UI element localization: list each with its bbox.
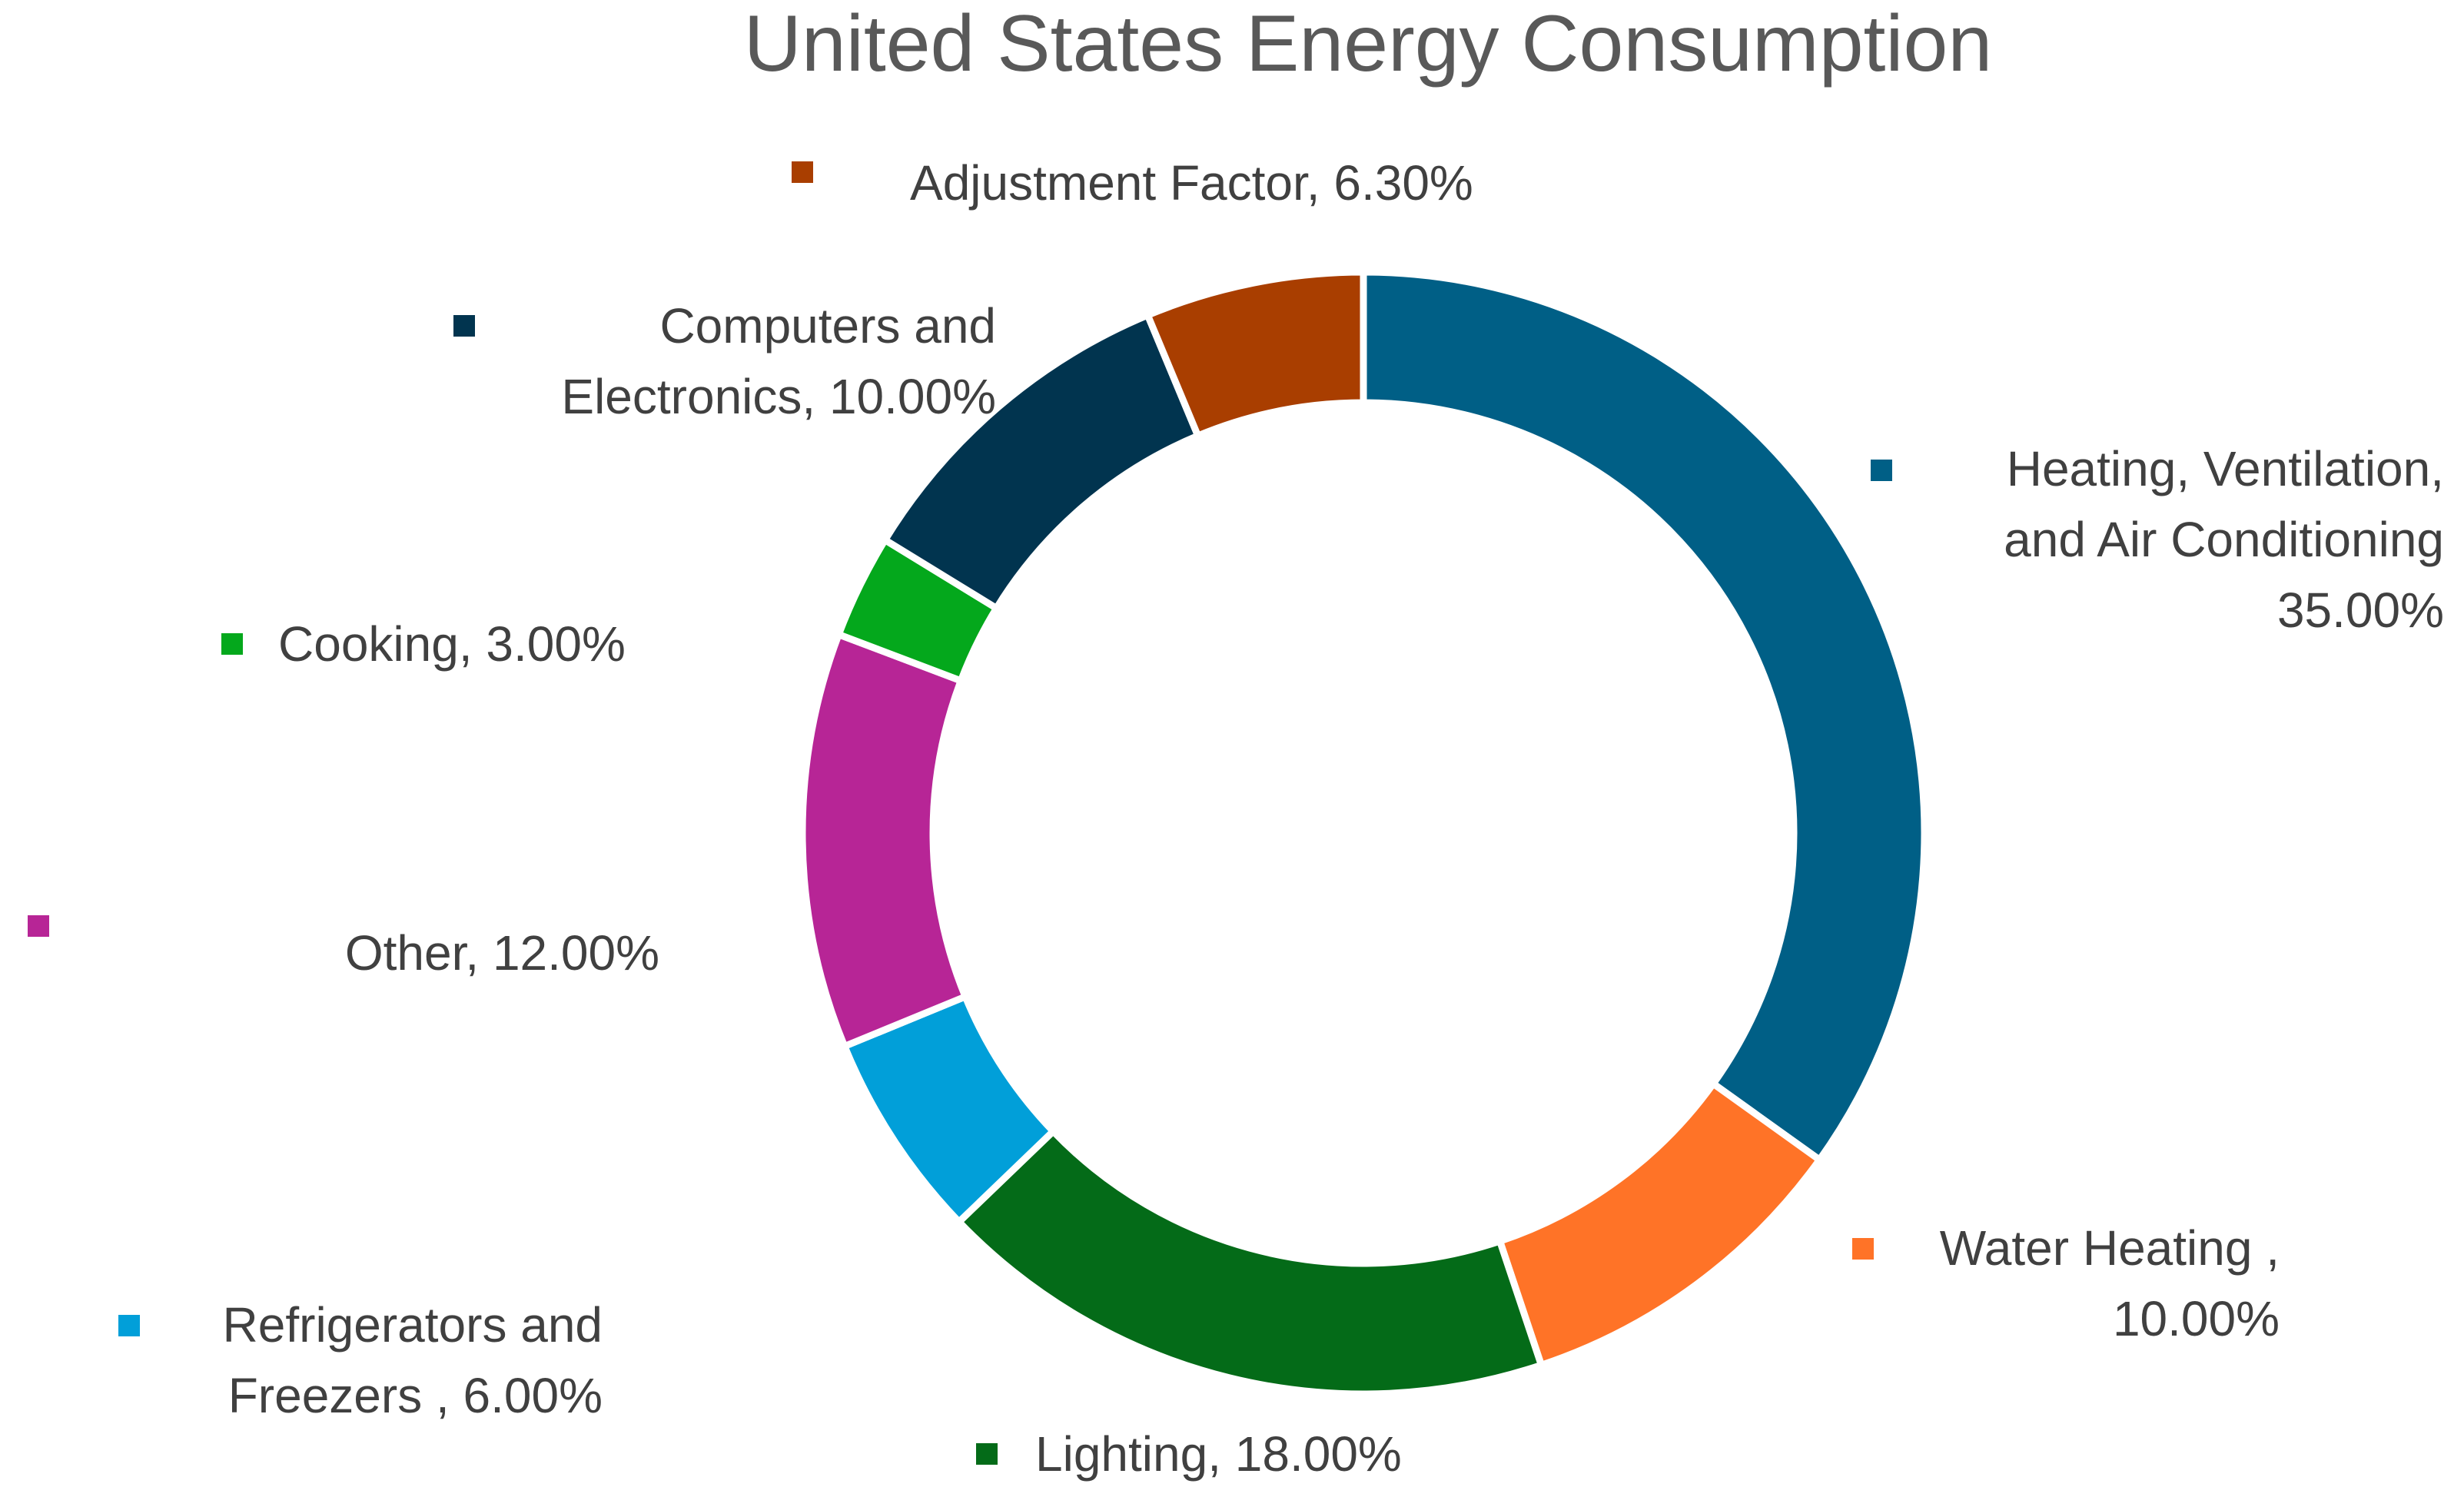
data-label-line: Cooking, 3.00%	[278, 616, 626, 672]
data-label-water-heating: Water Heating , 10.00%	[1940, 1220, 2280, 1346]
slice-lighting[interactable]	[955, 1127, 1545, 1398]
legend-marker-adjustment-factor	[792, 161, 813, 183]
slice-other[interactable]	[799, 631, 969, 1051]
donut-slices	[799, 268, 1928, 1398]
data-label-line: Computers and	[659, 298, 996, 354]
legend-marker-lighting	[976, 1443, 998, 1465]
legend-marker-water-heating	[1852, 1238, 1874, 1260]
slice-adjustment-factor[interactable]	[1144, 268, 1367, 440]
data-label-lighting: Lighting, 18.00%	[1035, 1426, 1402, 1482]
data-label-adjustment-factor: Adjustment Factor, 6.30%	[910, 155, 1473, 211]
data-label-cooking: Cooking, 3.00%	[278, 616, 626, 672]
data-label-line: 10.00%	[2113, 1291, 2280, 1346]
data-label-line: Other, 12.00%	[345, 925, 659, 981]
legend-marker-cooking	[221, 633, 243, 655]
data-label-heating-ventilation-and-air-conditioning: Heating, Ventilation, and Air Conditionin…	[2004, 441, 2444, 638]
chart-title: United States Energy Consumption	[744, 0, 1992, 88]
slice-heating-ventilation-and-air-conditioning[interactable]	[1360, 268, 1928, 1163]
slice-computers-and-electronics[interactable]	[882, 311, 1202, 612]
data-label-line: Water Heating ,	[1940, 1220, 2280, 1276]
data-label-line: Heating, Ventilation,	[2007, 441, 2444, 496]
data-label-line: Electronics, 10.00%	[561, 369, 996, 424]
data-label-refrigerators-and-freezers: Refrigerators and Freezers , 6.00%	[223, 1297, 603, 1423]
data-label-line: Adjustment Factor, 6.30%	[910, 155, 1473, 211]
legend-marker-refrigerators-and-freezers	[118, 1315, 140, 1336]
data-label-line: 35.00%	[2277, 583, 2444, 638]
legend-marker-other	[28, 915, 49, 937]
data-labels: Heating, Ventilation, and Air Conditionin…	[28, 155, 2444, 1482]
legend-marker-computers-and-electronics	[453, 315, 475, 337]
data-label-line: Freezers , 6.00%	[228, 1368, 603, 1423]
data-label-computers-and-electronics: Computers and Electronics, 10.00%	[561, 298, 996, 424]
data-label-line: and Air Conditioning	[2004, 512, 2444, 567]
legend-marker-heating-ventilation-and-air-conditioning	[1871, 460, 1892, 481]
slice-water-heating[interactable]	[1496, 1080, 1823, 1369]
data-label-other: Other, 12.00%	[345, 925, 659, 981]
data-label-line: Refrigerators and	[223, 1297, 603, 1353]
data-label-line: Lighting, 18.00%	[1035, 1426, 1402, 1482]
